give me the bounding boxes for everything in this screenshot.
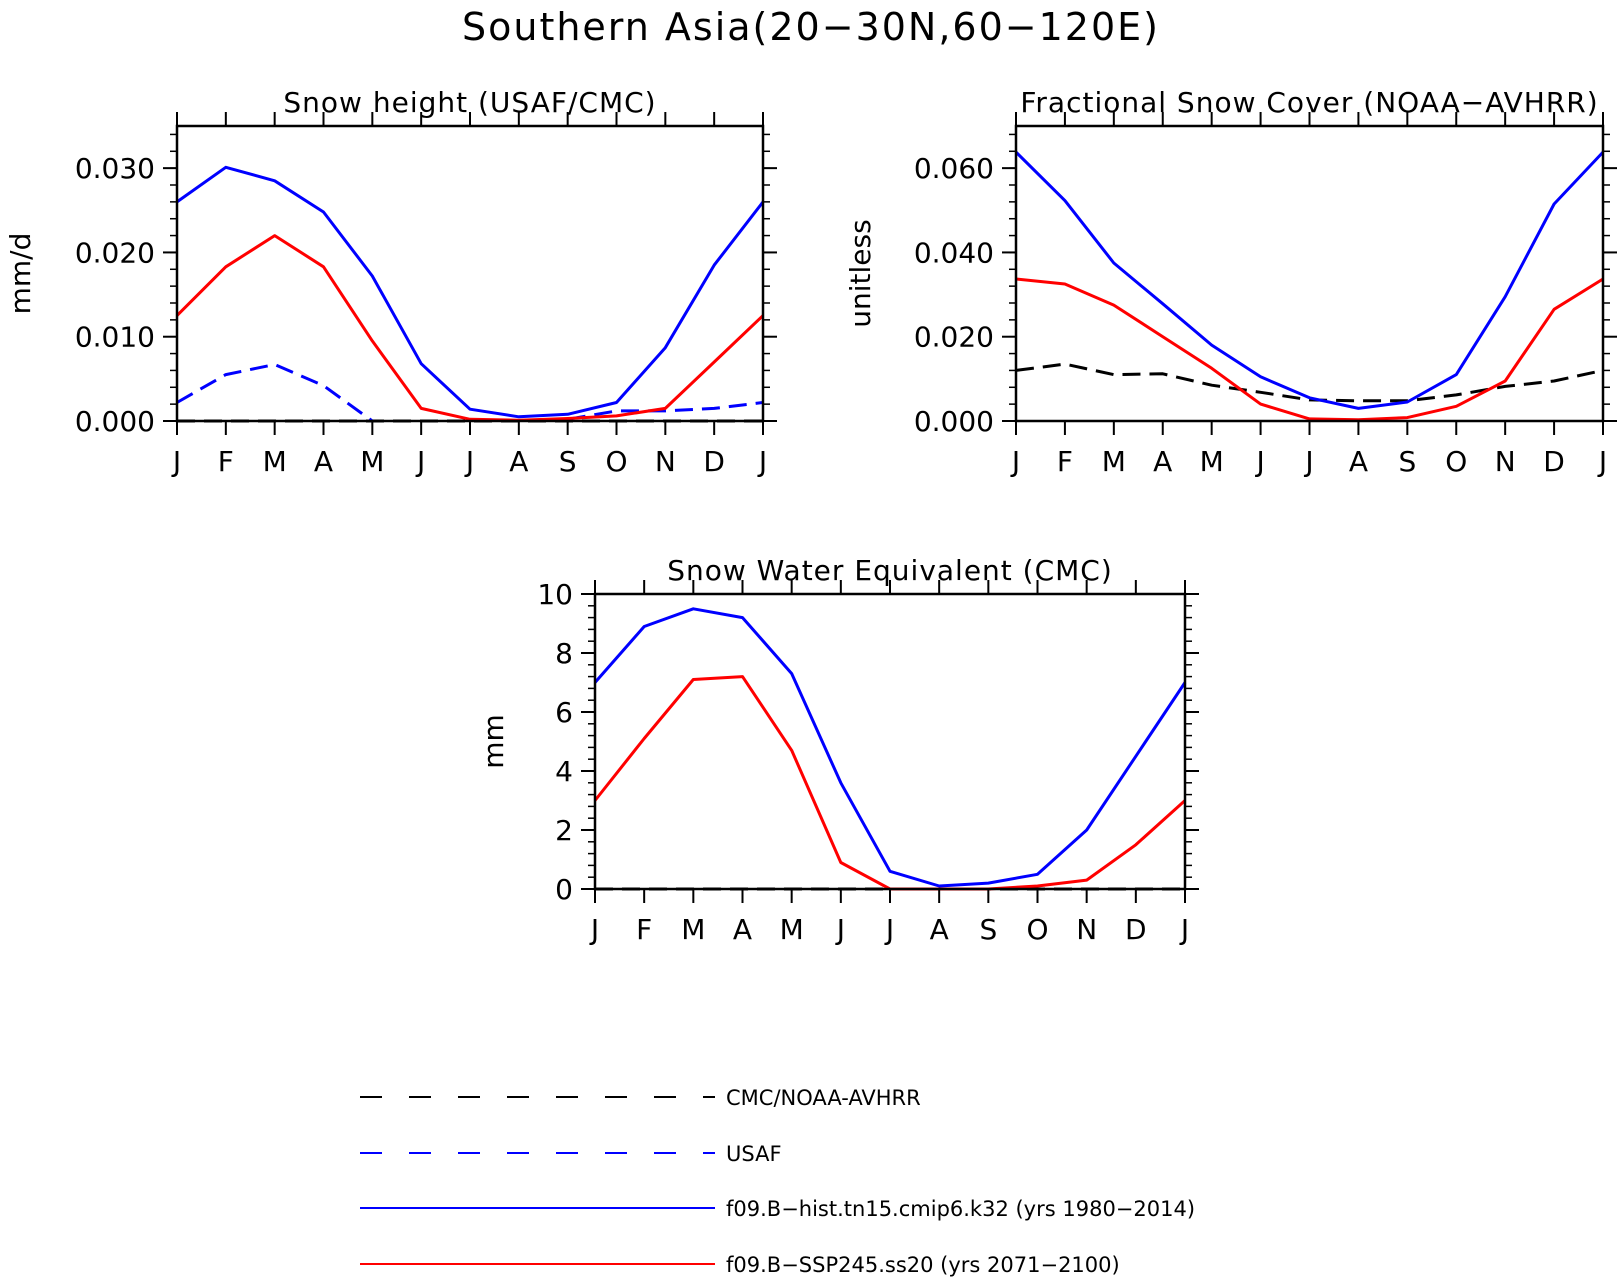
x-tick-label: D	[1125, 913, 1147, 946]
y-tick-label: 0.020	[914, 321, 994, 354]
x-tick-label: M	[1102, 445, 1126, 478]
plot-frame	[175, 124, 765, 423]
y-tick-label: 0.000	[914, 405, 994, 438]
x-tick-label: S	[559, 445, 577, 478]
x-tick-label: F	[636, 913, 652, 946]
x-tick-label: A	[930, 913, 949, 946]
legend-entry: CMC/NOAA-AVHRR	[360, 1086, 921, 1110]
x-tick-label: J	[171, 445, 181, 478]
x-tick-label: J	[1254, 445, 1264, 478]
x-tick-label: M	[360, 445, 384, 478]
x-tick-label: A	[733, 913, 752, 946]
x-tick-label: A	[314, 445, 333, 478]
x-tick-label: J	[1179, 913, 1189, 946]
x-tick-label: A	[1153, 445, 1172, 478]
y-axis-label: mm/d	[4, 233, 37, 315]
y-tick-label: 0.010	[75, 321, 155, 354]
x-tick-label: N	[655, 445, 676, 478]
series-line-2	[593, 675, 1187, 891]
y-tick-label: 10	[537, 578, 573, 611]
y-tick-label: 0.060	[914, 152, 994, 185]
x-tick-label: N	[1076, 913, 1097, 946]
x-tick-label: S	[1398, 445, 1416, 478]
series-line-1	[593, 607, 1187, 888]
figure-title: Southern Asia(20−30N,60−120E)	[462, 5, 1160, 49]
x-tick-label: M	[1200, 445, 1224, 478]
x-tick-label: O	[1445, 445, 1467, 478]
legend-label: CMC/NOAA-AVHRR	[726, 1086, 921, 1110]
legend-entry: USAF	[360, 1142, 782, 1166]
y-tick-label: 0.040	[914, 236, 994, 269]
plot-frame	[1014, 124, 1605, 423]
panel-snow-water-equivalent: Snow Water Equivalent (CMC)mmJ F M A M J J A S O N…	[477, 554, 1199, 946]
y-tick-label: 0.000	[75, 405, 155, 438]
legend-entry: f09.B−SSP245.ss20 (yrs 2071−2100)	[360, 1253, 1120, 1277]
series-line-0	[1015, 362, 1604, 403]
x-tick-label: M	[780, 913, 804, 946]
x-tick-label: J	[757, 445, 767, 478]
y-tick-label: 0	[555, 873, 573, 906]
y-tick-label: 0.020	[75, 236, 155, 269]
y-tick-label: 2	[555, 814, 573, 847]
x-tick-label: S	[979, 913, 997, 946]
x-tick-label: O	[1026, 913, 1048, 946]
series-line-1	[1014, 151, 1605, 410]
x-tick-label: J	[415, 445, 425, 478]
legend-entry: f09.B−hist.tn15.cmip6.k32 (yrs 1980−2014…	[360, 1197, 1195, 1221]
x-tick-label: N	[1495, 445, 1516, 478]
y-tick-label: 8	[555, 637, 573, 670]
legend: CMC/NOAA-AVHRR USAF f09.B−hist.tn15.cmip6.…	[360, 1086, 1195, 1277]
x-tick-label: A	[509, 445, 528, 478]
x-tick-label: M	[263, 445, 287, 478]
x-tick-label: D	[1543, 445, 1565, 478]
x-tick-label: A	[1349, 445, 1368, 478]
panel-snow-height: Snow height (USAF/CMC)mm/dJ F M A M J J A S O N D J0…	[4, 86, 777, 478]
series-line-3	[175, 234, 765, 422]
x-tick-label: J	[884, 913, 894, 946]
y-axis-label: unitless	[844, 219, 877, 327]
series-line-1	[176, 363, 764, 423]
legend-label: f09.B−SSP245.ss20 (yrs 2071−2100)	[726, 1253, 1120, 1277]
y-tick-label: 4	[555, 755, 573, 788]
x-tick-label: J	[835, 913, 845, 946]
panel-fractional-snow-cover: Fractional Snow Cover (NOAA−AVHRR)unitle…	[844, 86, 1617, 478]
y-tick-label: 0.030	[75, 152, 155, 185]
x-tick-label: F	[1057, 445, 1073, 478]
series-line-2	[176, 165, 765, 419]
x-tick-label: J	[1597, 445, 1607, 478]
x-tick-label: J	[464, 445, 474, 478]
y-tick-label: 6	[555, 696, 573, 729]
x-tick-label: F	[218, 445, 234, 478]
x-tick-label: J	[1303, 445, 1313, 478]
x-tick-label: J	[589, 913, 599, 946]
x-tick-label: J	[1010, 445, 1020, 478]
plot-frame	[593, 592, 1187, 891]
legend-label: f09.B−hist.tn15.cmip6.k32 (yrs 1980−2014…	[726, 1197, 1195, 1221]
legend-label: USAF	[726, 1142, 782, 1166]
x-tick-label: M	[681, 913, 705, 946]
x-tick-label: D	[703, 445, 725, 478]
x-tick-label: O	[605, 445, 627, 478]
y-axis-label: mm	[477, 714, 510, 769]
series-line-2	[1015, 277, 1604, 422]
